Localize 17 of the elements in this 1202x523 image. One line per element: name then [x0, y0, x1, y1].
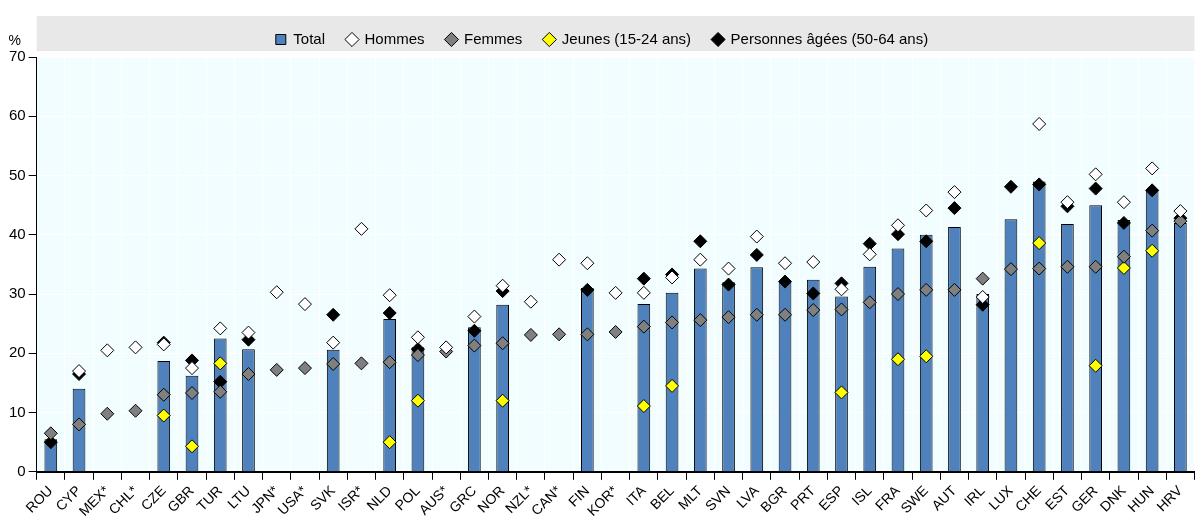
y-tick-label: 50 [9, 165, 26, 183]
y-axis-title: % [8, 31, 21, 48]
y-tick-label: 40 [9, 224, 26, 242]
legend-label: Personnes âgées (50-64 ans) [730, 29, 929, 47]
y-tick-label: 0 [17, 461, 26, 479]
legend-label: Hommes [364, 29, 425, 47]
x-tick-label: IRL [960, 482, 988, 510]
y-tick-label: 60 [9, 106, 26, 124]
x-tick-label: ISL [848, 482, 875, 509]
y-tick-label: 30 [9, 284, 26, 302]
y-tick-label: 70 [9, 47, 26, 65]
y-tick-label: 10 [9, 402, 26, 420]
legend-label: Jeunes (15-24 ans) [561, 29, 692, 47]
y-tick-label: 20 [9, 343, 26, 361]
legend-label: Total [293, 29, 325, 47]
legend-label: Femmes [463, 29, 523, 47]
x-tick-label: TUR [193, 482, 226, 514]
